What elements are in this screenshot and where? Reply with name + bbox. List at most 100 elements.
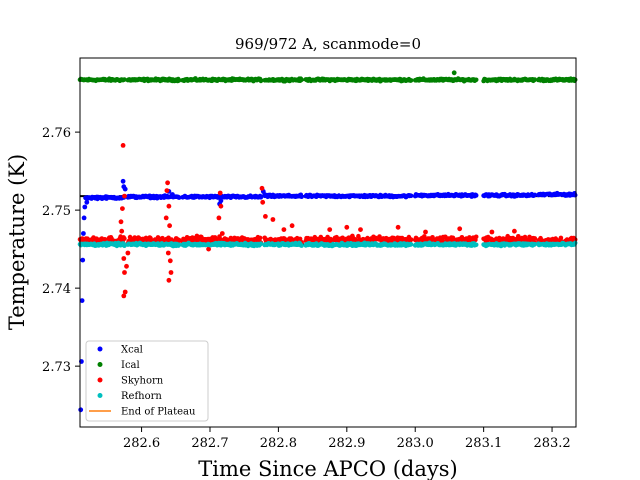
data-point-outlier bbox=[168, 270, 174, 275]
data-point-outlier bbox=[122, 193, 127, 199]
legend-dot-swatch bbox=[97, 377, 103, 383]
series-xcal bbox=[78, 178, 578, 413]
legend-dot-swatch bbox=[97, 362, 103, 367]
data-point-outlier bbox=[216, 215, 222, 221]
data-point-outlier bbox=[270, 217, 276, 222]
data-points bbox=[77, 70, 578, 413]
x-tick-label: 282.7 bbox=[191, 436, 228, 451]
legend-box bbox=[85, 340, 209, 422]
plot-frame bbox=[79, 57, 577, 428]
data-point-outlier bbox=[358, 227, 363, 233]
data-point-outlier bbox=[121, 293, 127, 299]
data-point-outlier bbox=[262, 192, 268, 197]
data-point-outlier bbox=[170, 192, 175, 197]
data-point-outlier bbox=[263, 214, 268, 219]
plot-area bbox=[77, 70, 578, 413]
data-point bbox=[473, 77, 479, 83]
data-point-outlier bbox=[423, 229, 428, 235]
data-point bbox=[258, 195, 264, 200]
data-point-outlier bbox=[120, 178, 126, 184]
y-axis-label: Temperature (K) bbox=[5, 154, 29, 330]
data-point-outlier bbox=[489, 229, 495, 235]
data-point-outlier bbox=[122, 289, 128, 295]
data-point-outlier bbox=[122, 186, 128, 192]
legend-dot-swatch bbox=[97, 346, 103, 352]
data-point-outlier bbox=[166, 203, 172, 209]
data-point bbox=[176, 195, 182, 200]
data-point-outlier bbox=[122, 270, 127, 275]
data-point-outlier bbox=[78, 407, 84, 413]
legend-item-skyhorn: Skyhorn bbox=[97, 376, 164, 387]
y-tick-label: 2.76 bbox=[42, 126, 71, 141]
data-point bbox=[299, 243, 304, 248]
data-point bbox=[408, 242, 414, 247]
data-point bbox=[572, 192, 578, 198]
data-point bbox=[572, 240, 578, 246]
legend-label: Refhorn bbox=[121, 391, 162, 402]
data-point-outlier bbox=[281, 227, 287, 233]
legend-item-refhorn: Refhorn bbox=[97, 391, 162, 402]
x-tick-label: 283.0 bbox=[397, 436, 434, 451]
data-point-outlier bbox=[79, 298, 85, 303]
data-point bbox=[194, 233, 200, 239]
legend-dot-swatch bbox=[97, 393, 103, 398]
data-point-outlier bbox=[124, 263, 129, 269]
data-point bbox=[257, 235, 263, 241]
legend-item-ical: Ical bbox=[97, 360, 140, 371]
data-point-outlier bbox=[81, 215, 87, 221]
data-point-outlier bbox=[206, 246, 212, 252]
data-point bbox=[176, 237, 182, 243]
data-point bbox=[408, 237, 414, 242]
data-point-outlier bbox=[121, 256, 127, 261]
y-tick-label: 2.74 bbox=[42, 282, 71, 297]
data-point-outlier bbox=[451, 70, 457, 76]
data-point-outlier bbox=[120, 143, 126, 148]
legend-label: End of Plateau bbox=[121, 407, 196, 418]
data-point-outlier bbox=[118, 219, 124, 225]
x-tick-label: 283.2 bbox=[533, 436, 570, 451]
data-point-outlier bbox=[82, 204, 88, 210]
series-refhorn bbox=[77, 240, 578, 249]
legend-item-xcal: Xcal bbox=[97, 345, 143, 356]
legend: Xcal Ical Skyhorn Refhorn End of Plateau bbox=[85, 340, 209, 422]
data-point-outlier bbox=[163, 215, 169, 221]
x-axis-label: Time Since APCO (days) bbox=[198, 457, 457, 480]
data-point-outlier bbox=[81, 231, 86, 236]
y-tick-label: 2.75 bbox=[42, 204, 71, 219]
data-point-outlier bbox=[259, 185, 265, 191]
data-point bbox=[122, 236, 127, 241]
data-point bbox=[532, 241, 538, 247]
data-point-outlier bbox=[457, 226, 463, 232]
data-point bbox=[422, 234, 427, 239]
data-point bbox=[122, 243, 127, 248]
data-point bbox=[408, 78, 414, 83]
data-point bbox=[532, 77, 538, 82]
data-point-outlier bbox=[289, 223, 295, 229]
x-tick-label: 282.8 bbox=[260, 436, 297, 451]
data-point-outlier bbox=[84, 199, 90, 205]
data-point-outlier bbox=[166, 277, 172, 283]
data-point bbox=[258, 241, 264, 246]
legend-label: Ical bbox=[121, 360, 140, 371]
data-point bbox=[473, 242, 479, 248]
data-point-outlier bbox=[167, 258, 173, 264]
data-point bbox=[532, 236, 538, 241]
data-point bbox=[558, 235, 564, 241]
data-point bbox=[176, 242, 182, 247]
data-point-outlier bbox=[167, 223, 173, 229]
data-point-outlier bbox=[119, 228, 125, 234]
series-ical bbox=[77, 70, 578, 84]
data-point bbox=[258, 78, 264, 84]
x-tick-label: 283.1 bbox=[465, 436, 502, 451]
data-point bbox=[299, 77, 304, 83]
data-point bbox=[532, 192, 538, 198]
data-point bbox=[299, 194, 304, 199]
data-point-outlier bbox=[218, 198, 224, 204]
data-point bbox=[473, 234, 479, 240]
data-point bbox=[408, 193, 414, 199]
chart-title: 969/972 A, scanmode=0 bbox=[235, 35, 421, 53]
data-point-outlier bbox=[218, 203, 224, 209]
x-tick-label: 282.9 bbox=[328, 436, 365, 451]
data-point bbox=[176, 78, 182, 83]
